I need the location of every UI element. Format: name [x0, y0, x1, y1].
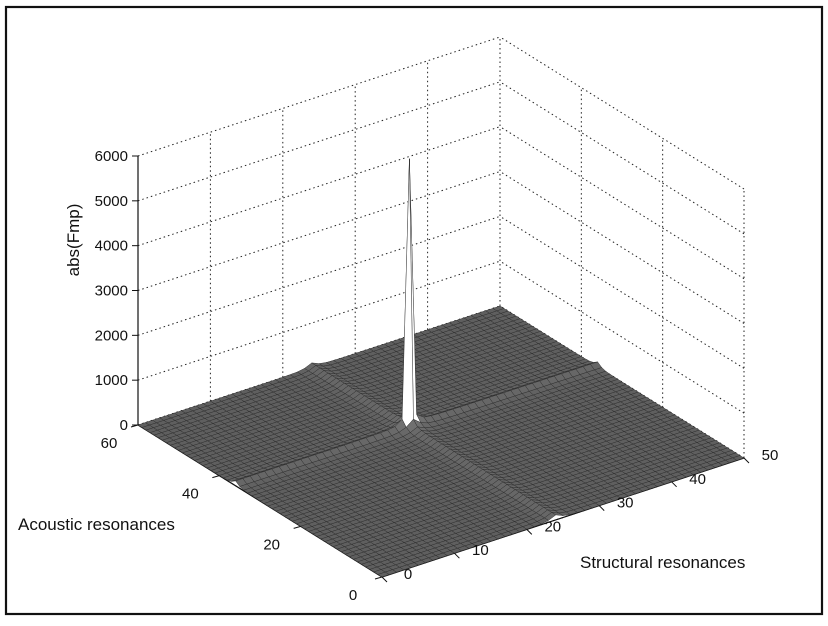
- x-tick-0: [381, 576, 388, 583]
- x-tick-5: [743, 457, 750, 464]
- y-tick-2: [212, 475, 220, 479]
- figure-frame: [4, 5, 824, 616]
- z-tick-label-4: 4000: [95, 238, 128, 255]
- grid-line-backwall-z-2: [137, 215, 501, 336]
- z-tick-label-0: 0: [120, 417, 128, 434]
- x-tick-label-0: 0: [404, 566, 412, 583]
- grid-line-backwall-z-5: [137, 81, 501, 202]
- grid-line-backwall-z-3: [137, 171, 501, 291]
- x-tick-2: [526, 529, 533, 535]
- grid-line-sidewall-z-2: [499, 215, 745, 369]
- z-axis-label: abs(Fmp): [64, 204, 83, 277]
- grid-line-sidewall-z-3: [499, 171, 745, 324]
- z-tick-label-6: 6000: [95, 148, 128, 165]
- x-tick-label-2: 20: [544, 518, 561, 535]
- grid-line-sidewall-z-6: [499, 36, 745, 190]
- grid-line-backwall-z-1: [137, 260, 501, 381]
- x-tick-label-5: 50: [762, 447, 779, 464]
- surface-layer: [137, 158, 745, 578]
- y-tick-label-0: 0: [349, 587, 357, 604]
- y-axis-label: Acoustic resonances: [18, 515, 175, 534]
- z-tick-label-3: 3000: [95, 283, 128, 300]
- y-tick-label-2: 40: [182, 486, 199, 503]
- z-tick-label-5: 5000: [95, 193, 128, 210]
- grid-line-sidewall-z-4: [499, 126, 745, 280]
- grid-line-backwall-z-6: [137, 36, 501, 157]
- grid-line-backwall-z-4: [137, 126, 501, 247]
- y-tick-0: [374, 576, 383, 580]
- z-tick-label-2: 2000: [95, 327, 128, 344]
- x-tick-label-4: 40: [689, 471, 706, 488]
- y-tick-1: [293, 525, 301, 529]
- x-tick-3: [598, 505, 605, 511]
- x-tick-label-1: 10: [472, 542, 489, 559]
- y-tick-label-1: 20: [263, 536, 280, 553]
- x-tick-4: [671, 481, 677, 488]
- z-tick-label-1: 1000: [95, 372, 128, 389]
- grid-line-sidewall-z-1: [499, 260, 745, 414]
- x-tick-1: [454, 552, 460, 559]
- grid-line-sidewall-z-5: [499, 81, 745, 235]
- x-tick-label-3: 30: [617, 495, 634, 512]
- x-axis-label: Structural resonances: [580, 553, 745, 572]
- y-tick-label-3: 60: [101, 435, 118, 452]
